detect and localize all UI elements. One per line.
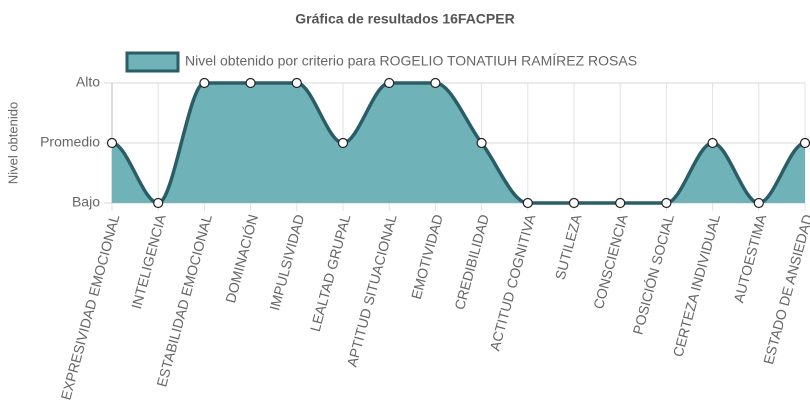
point (476, 137, 487, 149)
x-tick-label: AUTOESTIMA (730, 212, 769, 304)
x-tick-label: POSICIÓN SOCIAL (629, 212, 677, 336)
x-tick-label: LEALTAD GRUPAL (307, 212, 354, 333)
point (430, 77, 441, 89)
x-tick-label: CREDIBILIDAD (451, 213, 492, 312)
area (112, 83, 805, 203)
x-tick-label: EXPRESIVIDAD EMOCIONAL (57, 212, 122, 401)
chart-title: Gráfica de resultados 16FACPER (295, 11, 514, 27)
point (615, 197, 626, 209)
point (707, 137, 718, 149)
x-tick-label: ACTITUD COGNITIVA (486, 212, 538, 353)
y-tick-label: Bajo (72, 194, 100, 210)
point (153, 197, 164, 209)
point (106, 137, 118, 149)
x-tick-label: IMPULSIVIDAD (266, 213, 307, 313)
point (568, 197, 580, 209)
x-tick-label: SUTILEZA (552, 212, 585, 281)
x-tick-label: APTITUD SITUACIONAL (344, 212, 400, 368)
point (337, 137, 349, 149)
point (291, 77, 302, 89)
point (661, 197, 672, 209)
x-tick-label: DOMINACIÓN (222, 213, 261, 305)
x-tick-label: CONSCIENCIA (590, 212, 631, 311)
point (245, 77, 256, 89)
x-tick-label: INTELIGENCIA (128, 212, 169, 311)
y-tick-label: Alto (76, 74, 100, 90)
point (199, 77, 210, 89)
legend-swatch (125, 51, 180, 73)
y-tick-label: Promedio (40, 134, 100, 150)
point (384, 77, 395, 89)
y-axis-title: Nivel obtenido (5, 102, 20, 184)
x-tick-label: ESTADO DE ANSIEDAD (760, 213, 810, 366)
point (753, 197, 764, 209)
x-tick-label: CERTEZA INDIVIDUAL (670, 212, 723, 358)
point (522, 197, 533, 209)
point (799, 137, 810, 149)
legend-label: Nivel obtenido por criterio para ROGELIO… (185, 53, 637, 69)
x-tick-label: EMOTIVIDAD (408, 213, 446, 301)
